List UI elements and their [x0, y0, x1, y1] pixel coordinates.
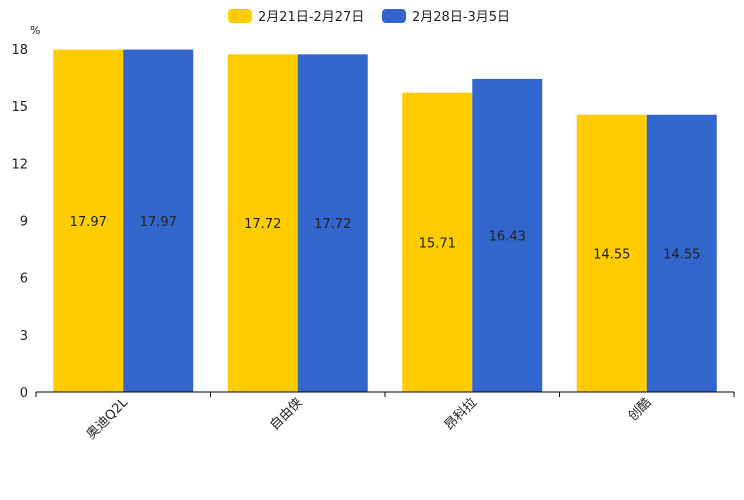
- bar-1-3: [402, 92, 473, 393]
- x-tick-label: 奥迪Q2L: [84, 395, 132, 443]
- y-tick-label: 12: [11, 157, 28, 172]
- y-tick-label: 9: [20, 215, 28, 230]
- legend-swatch-2: [382, 9, 406, 23]
- bar-1-2: [227, 54, 298, 392]
- legend-swatch-1: [228, 9, 252, 23]
- bar-1-1: [53, 49, 124, 393]
- x-tick-label: 创酷: [626, 395, 655, 424]
- data-label: 17.97: [140, 215, 177, 230]
- bar-2-4: [646, 114, 717, 392]
- y-tick-label: 3: [20, 329, 28, 344]
- data-label: 17.97: [70, 215, 107, 230]
- data-label: 17.72: [244, 217, 281, 232]
- bar-2-1: [123, 49, 194, 393]
- y-tick-label: 6: [20, 272, 28, 287]
- bar-2-3: [472, 78, 543, 392]
- x-tick-label: 昂科拉: [442, 395, 480, 433]
- data-label: 15.71: [419, 236, 456, 251]
- data-label: 14.55: [663, 247, 700, 262]
- legend-label-1: 2月21日-2月27日: [258, 10, 364, 25]
- y-tick-label: 0: [20, 386, 28, 401]
- legend-label-2: 2月28日-3月5日: [412, 10, 510, 25]
- data-label: 17.72: [314, 217, 351, 232]
- data-label: 14.55: [593, 247, 630, 262]
- y-tick-label: 15: [11, 100, 28, 115]
- bar-1-4: [576, 114, 647, 392]
- y-tick-label: 18: [11, 43, 28, 58]
- data-label: 16.43: [489, 229, 526, 244]
- y-axis-unit: %: [30, 24, 40, 37]
- bar-2-2: [297, 54, 368, 392]
- x-tick-label: 自由侠: [267, 395, 305, 433]
